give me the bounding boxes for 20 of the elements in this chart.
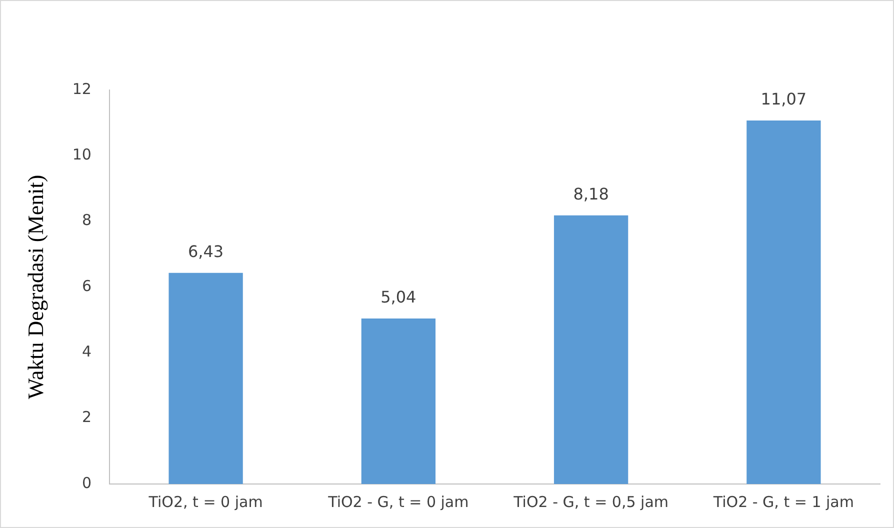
y-tick-label: 10: [72, 146, 92, 164]
bar: [554, 215, 628, 484]
x-tick-label: TiO2 - G, t = 0 jam: [327, 492, 469, 511]
y-tick-label: 2: [82, 408, 92, 426]
bar: [746, 120, 821, 484]
y-axis-title: Waktu Degradasi (Menit): [22, 174, 48, 400]
y-tick-label: 4: [82, 342, 92, 361]
y-tick-label: 6: [82, 276, 92, 295]
data-label: 11,07: [760, 90, 807, 109]
x-tick-label: TiO2 - G, t = 0,5 jam: [512, 492, 669, 511]
y-tick-label: 12: [72, 80, 92, 98]
data-label: 6,43: [188, 242, 224, 262]
data-label: 8,18: [573, 184, 609, 204]
bar: [168, 272, 243, 484]
y-tick-label: 0: [82, 474, 92, 492]
y-tick-label: 8: [82, 211, 92, 230]
bar: [361, 318, 436, 484]
x-tick-label: TiO2 - G, t = 1 jam: [712, 492, 854, 511]
data-label: 5,04: [380, 288, 416, 307]
x-tick-label: TiO2, t = 0 jam: [148, 492, 263, 511]
